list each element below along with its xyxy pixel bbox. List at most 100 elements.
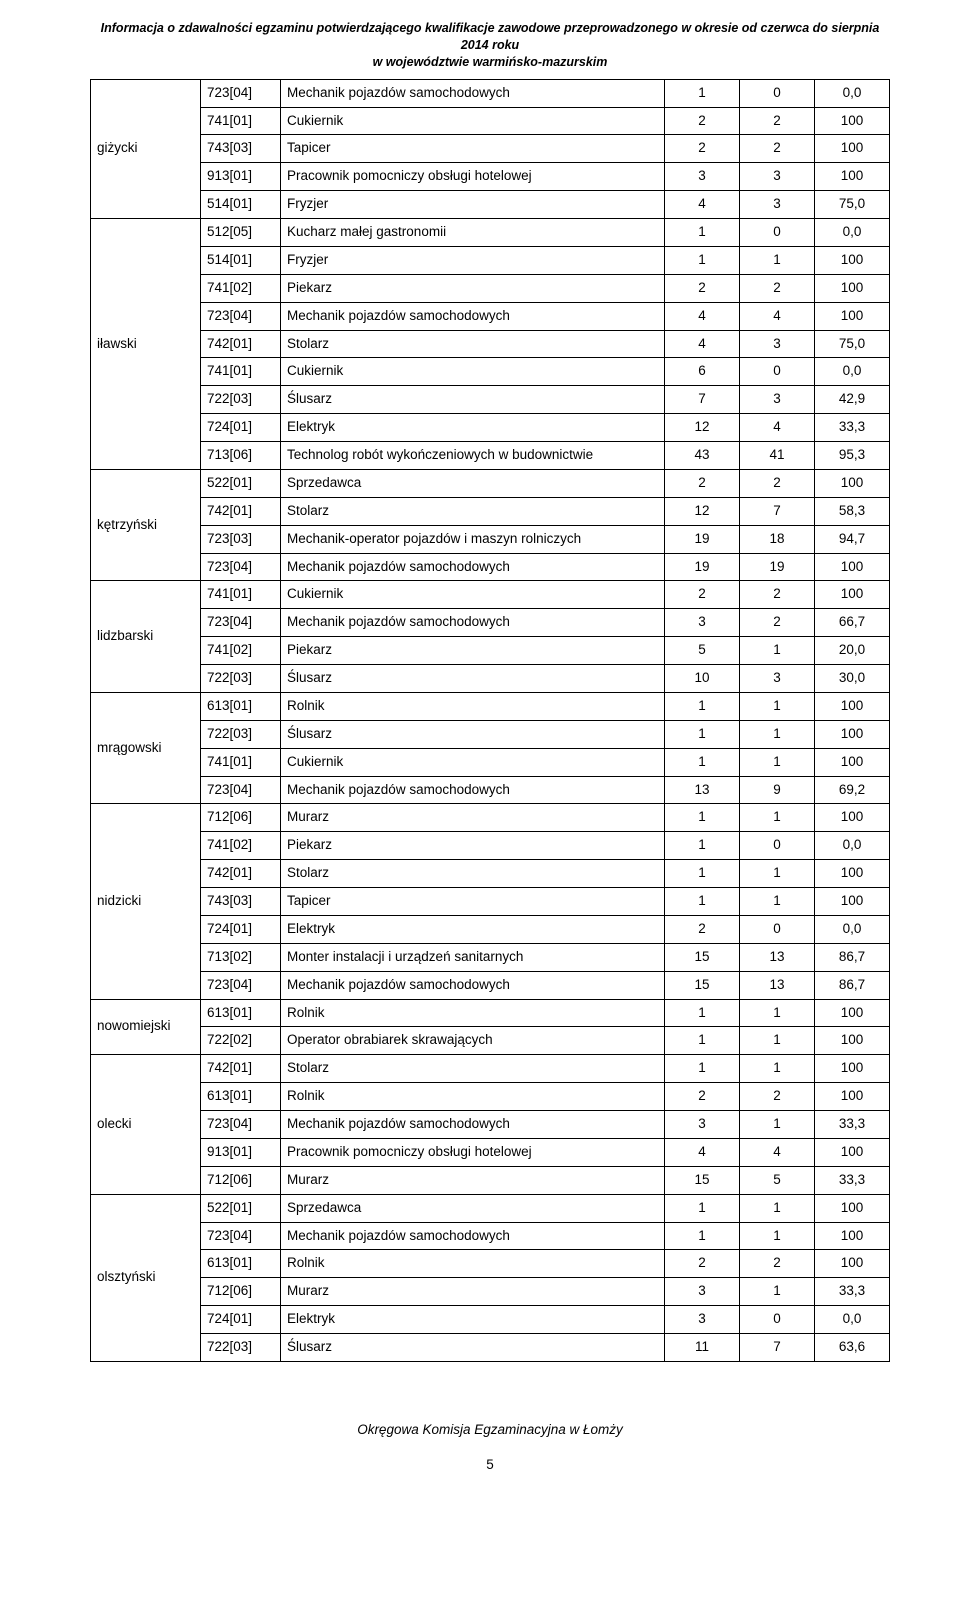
county-cell: nowomiejski <box>91 999 201 1055</box>
table-row: 913[01]Pracownik pomocniczy obsługi hote… <box>91 163 890 191</box>
value-c: 0,0 <box>815 915 890 943</box>
value-b: 3 <box>740 163 815 191</box>
table-row: 723[04]Mechanik pojazdów samochodowych44… <box>91 302 890 330</box>
county-cell: kętrzyński <box>91 469 201 581</box>
value-b: 1 <box>740 748 815 776</box>
code-cell: 723[04] <box>201 553 281 581</box>
value-a: 1 <box>665 804 740 832</box>
value-c: 100 <box>815 1083 890 1111</box>
value-b: 2 <box>740 1250 815 1278</box>
code-cell: 723[03] <box>201 525 281 553</box>
value-a: 3 <box>665 1278 740 1306</box>
value-a: 3 <box>665 163 740 191</box>
table-row: lidzbarski741[01]Cukiernik22100 <box>91 581 890 609</box>
table-row: 514[01]Fryzjer4375,0 <box>91 191 890 219</box>
value-c: 33,3 <box>815 1111 890 1139</box>
table-row: 741[01]Cukiernik22100 <box>91 107 890 135</box>
value-c: 100 <box>815 888 890 916</box>
table-row: 613[01]Rolnik22100 <box>91 1250 890 1278</box>
table-row: 722[03]Ślusarz11763,6 <box>91 1334 890 1362</box>
value-a: 11 <box>665 1334 740 1362</box>
value-a: 2 <box>665 469 740 497</box>
table-row: 741[02]Piekarz5120,0 <box>91 637 890 665</box>
code-cell: 743[03] <box>201 135 281 163</box>
code-cell: 742[01] <box>201 1055 281 1083</box>
table-row: mrągowski613[01]Rolnik11100 <box>91 692 890 720</box>
value-b: 1 <box>740 1278 815 1306</box>
value-b: 7 <box>740 1334 815 1362</box>
name-cell: Piekarz <box>281 832 665 860</box>
value-c: 0,0 <box>815 1306 890 1334</box>
value-c: 86,7 <box>815 971 890 999</box>
code-cell: 723[04] <box>201 776 281 804</box>
code-cell: 712[06] <box>201 1278 281 1306</box>
name-cell: Ślusarz <box>281 386 665 414</box>
value-a: 43 <box>665 442 740 470</box>
value-b: 0 <box>740 915 815 943</box>
value-c: 100 <box>815 163 890 191</box>
name-cell: Stolarz <box>281 497 665 525</box>
value-c: 100 <box>815 469 890 497</box>
name-cell: Mechanik pojazdów samochodowych <box>281 609 665 637</box>
name-cell: Kucharz małej gastronomii <box>281 219 665 247</box>
value-c: 33,3 <box>815 1278 890 1306</box>
name-cell: Rolnik <box>281 1083 665 1111</box>
name-cell: Sprzedawca <box>281 1194 665 1222</box>
value-a: 13 <box>665 776 740 804</box>
value-a: 6 <box>665 358 740 386</box>
code-cell: 741[02] <box>201 637 281 665</box>
table-row: 742[01]Stolarz11100 <box>91 860 890 888</box>
value-b: 2 <box>740 135 815 163</box>
name-cell: Fryzjer <box>281 246 665 274</box>
value-c: 100 <box>815 1027 890 1055</box>
value-c: 30,0 <box>815 665 890 693</box>
value-a: 19 <box>665 525 740 553</box>
value-c: 100 <box>815 1055 890 1083</box>
value-c: 100 <box>815 107 890 135</box>
value-c: 100 <box>815 135 890 163</box>
value-a: 15 <box>665 1166 740 1194</box>
value-a: 1 <box>665 79 740 107</box>
value-a: 1 <box>665 246 740 274</box>
name-cell: Mechanik-operator pojazdów i maszyn roln… <box>281 525 665 553</box>
value-b: 1 <box>740 1055 815 1083</box>
county-cell: nidzicki <box>91 804 201 999</box>
value-b: 1 <box>740 246 815 274</box>
value-b: 2 <box>740 469 815 497</box>
value-a: 4 <box>665 1138 740 1166</box>
value-b: 41 <box>740 442 815 470</box>
table-row: nowomiejski613[01]Rolnik11100 <box>91 999 890 1027</box>
value-a: 3 <box>665 609 740 637</box>
code-cell: 913[01] <box>201 1138 281 1166</box>
value-c: 100 <box>815 246 890 274</box>
code-cell: 722[03] <box>201 665 281 693</box>
code-cell: 722[02] <box>201 1027 281 1055</box>
name-cell: Mechanik pojazdów samochodowych <box>281 776 665 804</box>
value-b: 2 <box>740 274 815 302</box>
table-row: 723[04]Mechanik pojazdów samochodowych13… <box>91 776 890 804</box>
value-b: 1 <box>740 860 815 888</box>
value-c: 0,0 <box>815 832 890 860</box>
value-a: 1 <box>665 1222 740 1250</box>
code-cell: 741[02] <box>201 274 281 302</box>
table-row: 741[01]Cukiernik600,0 <box>91 358 890 386</box>
value-c: 100 <box>815 302 890 330</box>
county-cell: olecki <box>91 1055 201 1194</box>
name-cell: Elektryk <box>281 414 665 442</box>
code-cell: 742[01] <box>201 330 281 358</box>
code-cell: 514[01] <box>201 246 281 274</box>
name-cell: Murarz <box>281 1166 665 1194</box>
table-row: 712[06]Murarz3133,3 <box>91 1278 890 1306</box>
value-c: 95,3 <box>815 442 890 470</box>
name-cell: Elektryk <box>281 915 665 943</box>
value-b: 7 <box>740 497 815 525</box>
table-row: 713[02]Monter instalacji i urządzeń sani… <box>91 943 890 971</box>
value-b: 0 <box>740 219 815 247</box>
value-c: 100 <box>815 860 890 888</box>
value-b: 0 <box>740 79 815 107</box>
value-c: 100 <box>815 553 890 581</box>
value-b: 1 <box>740 1222 815 1250</box>
county-cell: lidzbarski <box>91 581 201 693</box>
name-cell: Ślusarz <box>281 1334 665 1362</box>
name-cell: Murarz <box>281 804 665 832</box>
